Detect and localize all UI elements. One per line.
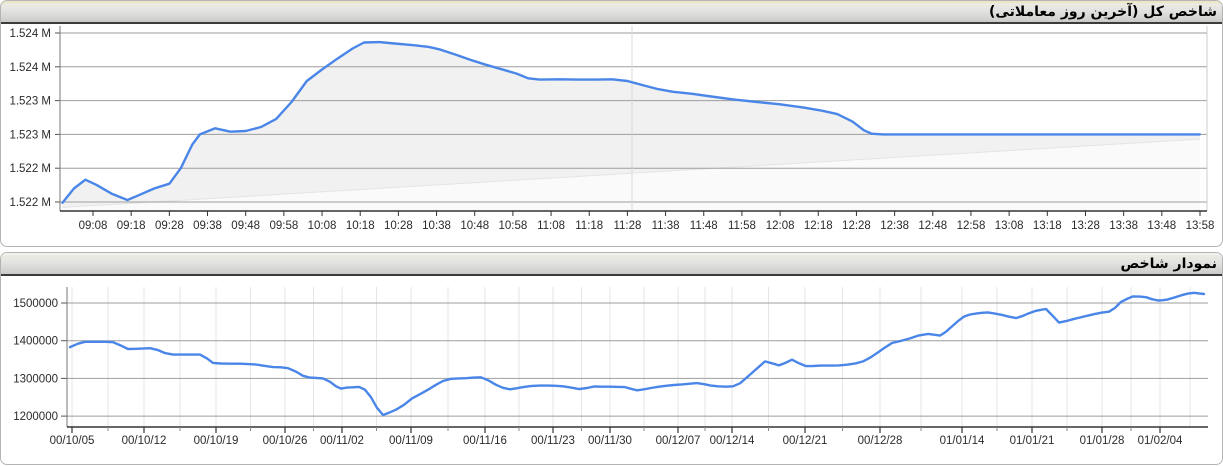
index-history-panel: نمودار شاخص [0, 252, 1223, 465]
history-panel-header[interactable]: نمودار شاخص [1, 253, 1222, 276]
history-panel-title: نمودار شاخص [1120, 256, 1217, 272]
intraday-panel-title: شاخص کل (آخرین روز معاملاتی) [989, 4, 1217, 20]
intraday-panel-header[interactable]: شاخص کل (آخرین روز معاملاتی) [1, 1, 1222, 24]
intraday-index-panel: شاخص کل (آخرین روز معاملاتی) [0, 0, 1223, 247]
